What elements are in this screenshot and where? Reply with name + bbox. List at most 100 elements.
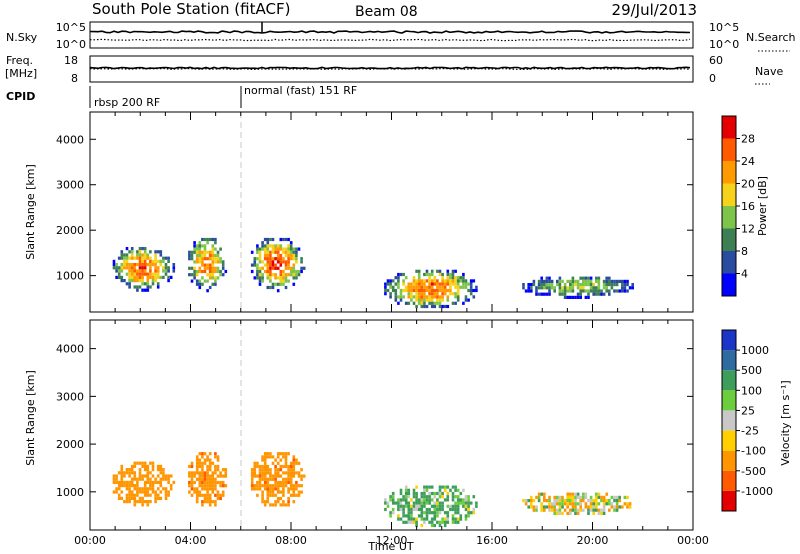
echo-cell: [467, 282, 470, 286]
echo-cell: [423, 301, 426, 305]
echo-cell: [117, 484, 121, 488]
echo-cell: [261, 276, 264, 280]
echo-cell: [425, 501, 429, 505]
echo-cell: [456, 282, 460, 286]
echo-cell: [201, 276, 204, 280]
echo-cell: [146, 487, 150, 491]
echo-cell: [164, 477, 168, 481]
colorbar-tick-label: 24: [741, 155, 755, 168]
echo-cell: [571, 283, 575, 287]
echo-cell: [198, 471, 202, 475]
echo-cell: [605, 286, 608, 290]
echo-cell: [258, 253, 262, 258]
echo-cell: [399, 498, 403, 502]
echo-cell: [130, 266, 134, 270]
echo-cell: [467, 514, 470, 518]
echo-cell: [417, 301, 421, 305]
echo-cell: [425, 279, 429, 283]
echo-cell: [292, 461, 296, 465]
echo-cell: [543, 508, 546, 512]
echo-cell: [595, 495, 598, 499]
echo-cell: [274, 464, 277, 469]
echo-cell: [263, 464, 267, 469]
echo-cell: [561, 495, 564, 499]
echo-cell: [128, 496, 131, 500]
nsky-label: N.Sky: [6, 31, 38, 44]
echo-cell: [579, 295, 582, 299]
colorbar-box: [722, 450, 736, 471]
echo-cell: [459, 285, 463, 289]
colorbar-tick-label: 28: [741, 133, 755, 146]
echo-cell: [287, 263, 290, 267]
echo-cell: [258, 464, 262, 469]
echo-cell: [292, 474, 296, 478]
echo-cell: [195, 471, 199, 475]
echo-cell: [219, 260, 222, 264]
echo-cell: [436, 295, 439, 299]
echo-cell: [284, 477, 288, 481]
echo-cell: [402, 520, 405, 524]
echo-cell: [571, 505, 575, 509]
echo-cell: [162, 266, 165, 270]
echo-cell: [613, 508, 616, 512]
echo-cell: [279, 496, 283, 501]
echo-cell: [159, 253, 163, 257]
echo-cell: [203, 279, 207, 283]
echo-cell: [120, 269, 124, 273]
echo-cell: [128, 272, 131, 276]
echo-cell: [276, 487, 280, 491]
echo-cell: [608, 502, 611, 506]
echo-cell: [404, 288, 408, 293]
echo-cell: [216, 493, 220, 497]
echo-cell: [289, 484, 293, 488]
echo-cell: [295, 257, 298, 261]
echo-cell: [214, 269, 217, 274]
echo-cell: [266, 480, 270, 485]
echo-cell: [276, 282, 280, 286]
echo-cell: [464, 495, 468, 499]
echo-cell: [190, 487, 194, 491]
echo-cell: [206, 458, 209, 462]
echo-cell: [569, 492, 572, 496]
echo-cell: [159, 496, 163, 500]
echo-cell: [141, 477, 144, 481]
echo-cell: [216, 269, 220, 274]
echo-cell: [198, 480, 202, 485]
echo-cell: [615, 283, 619, 287]
echo-cell: [430, 279, 434, 283]
echo-cell: [454, 279, 457, 283]
echo-cell: [605, 279, 608, 283]
echo-cell: [193, 269, 196, 274]
echo-cell: [394, 282, 398, 286]
echo-cell: [423, 279, 426, 283]
echo-cell: [156, 259, 160, 263]
echo-cell: [454, 517, 457, 521]
echo-cell: [276, 266, 280, 270]
echo-cell: [261, 241, 264, 245]
echo-cell: [389, 514, 392, 518]
echo-cell: [430, 485, 434, 489]
echo-cell: [430, 517, 434, 521]
echo-cell: [292, 257, 296, 261]
echo-cell: [190, 461, 194, 465]
echo-cell: [451, 269, 455, 273]
echo-cell: [558, 283, 562, 287]
echo-cell: [141, 288, 144, 292]
echo-cell: [120, 464, 124, 468]
echo-cell: [289, 247, 293, 251]
echo-cell: [595, 289, 598, 293]
echo-cell: [576, 511, 580, 515]
echo-cell: [133, 266, 137, 270]
echo-cell: [154, 275, 157, 279]
echo-cell: [595, 492, 598, 496]
colorbar-box: [722, 183, 736, 206]
echo-cell: [300, 477, 303, 481]
echo-cell: [203, 461, 207, 465]
nsky-tick-top: 10^5: [56, 21, 86, 34]
echo-cell: [389, 292, 392, 296]
echo-cell: [556, 511, 559, 515]
echo-cell: [402, 511, 405, 515]
echo-cell: [467, 507, 470, 512]
echo-cell: [535, 289, 538, 293]
